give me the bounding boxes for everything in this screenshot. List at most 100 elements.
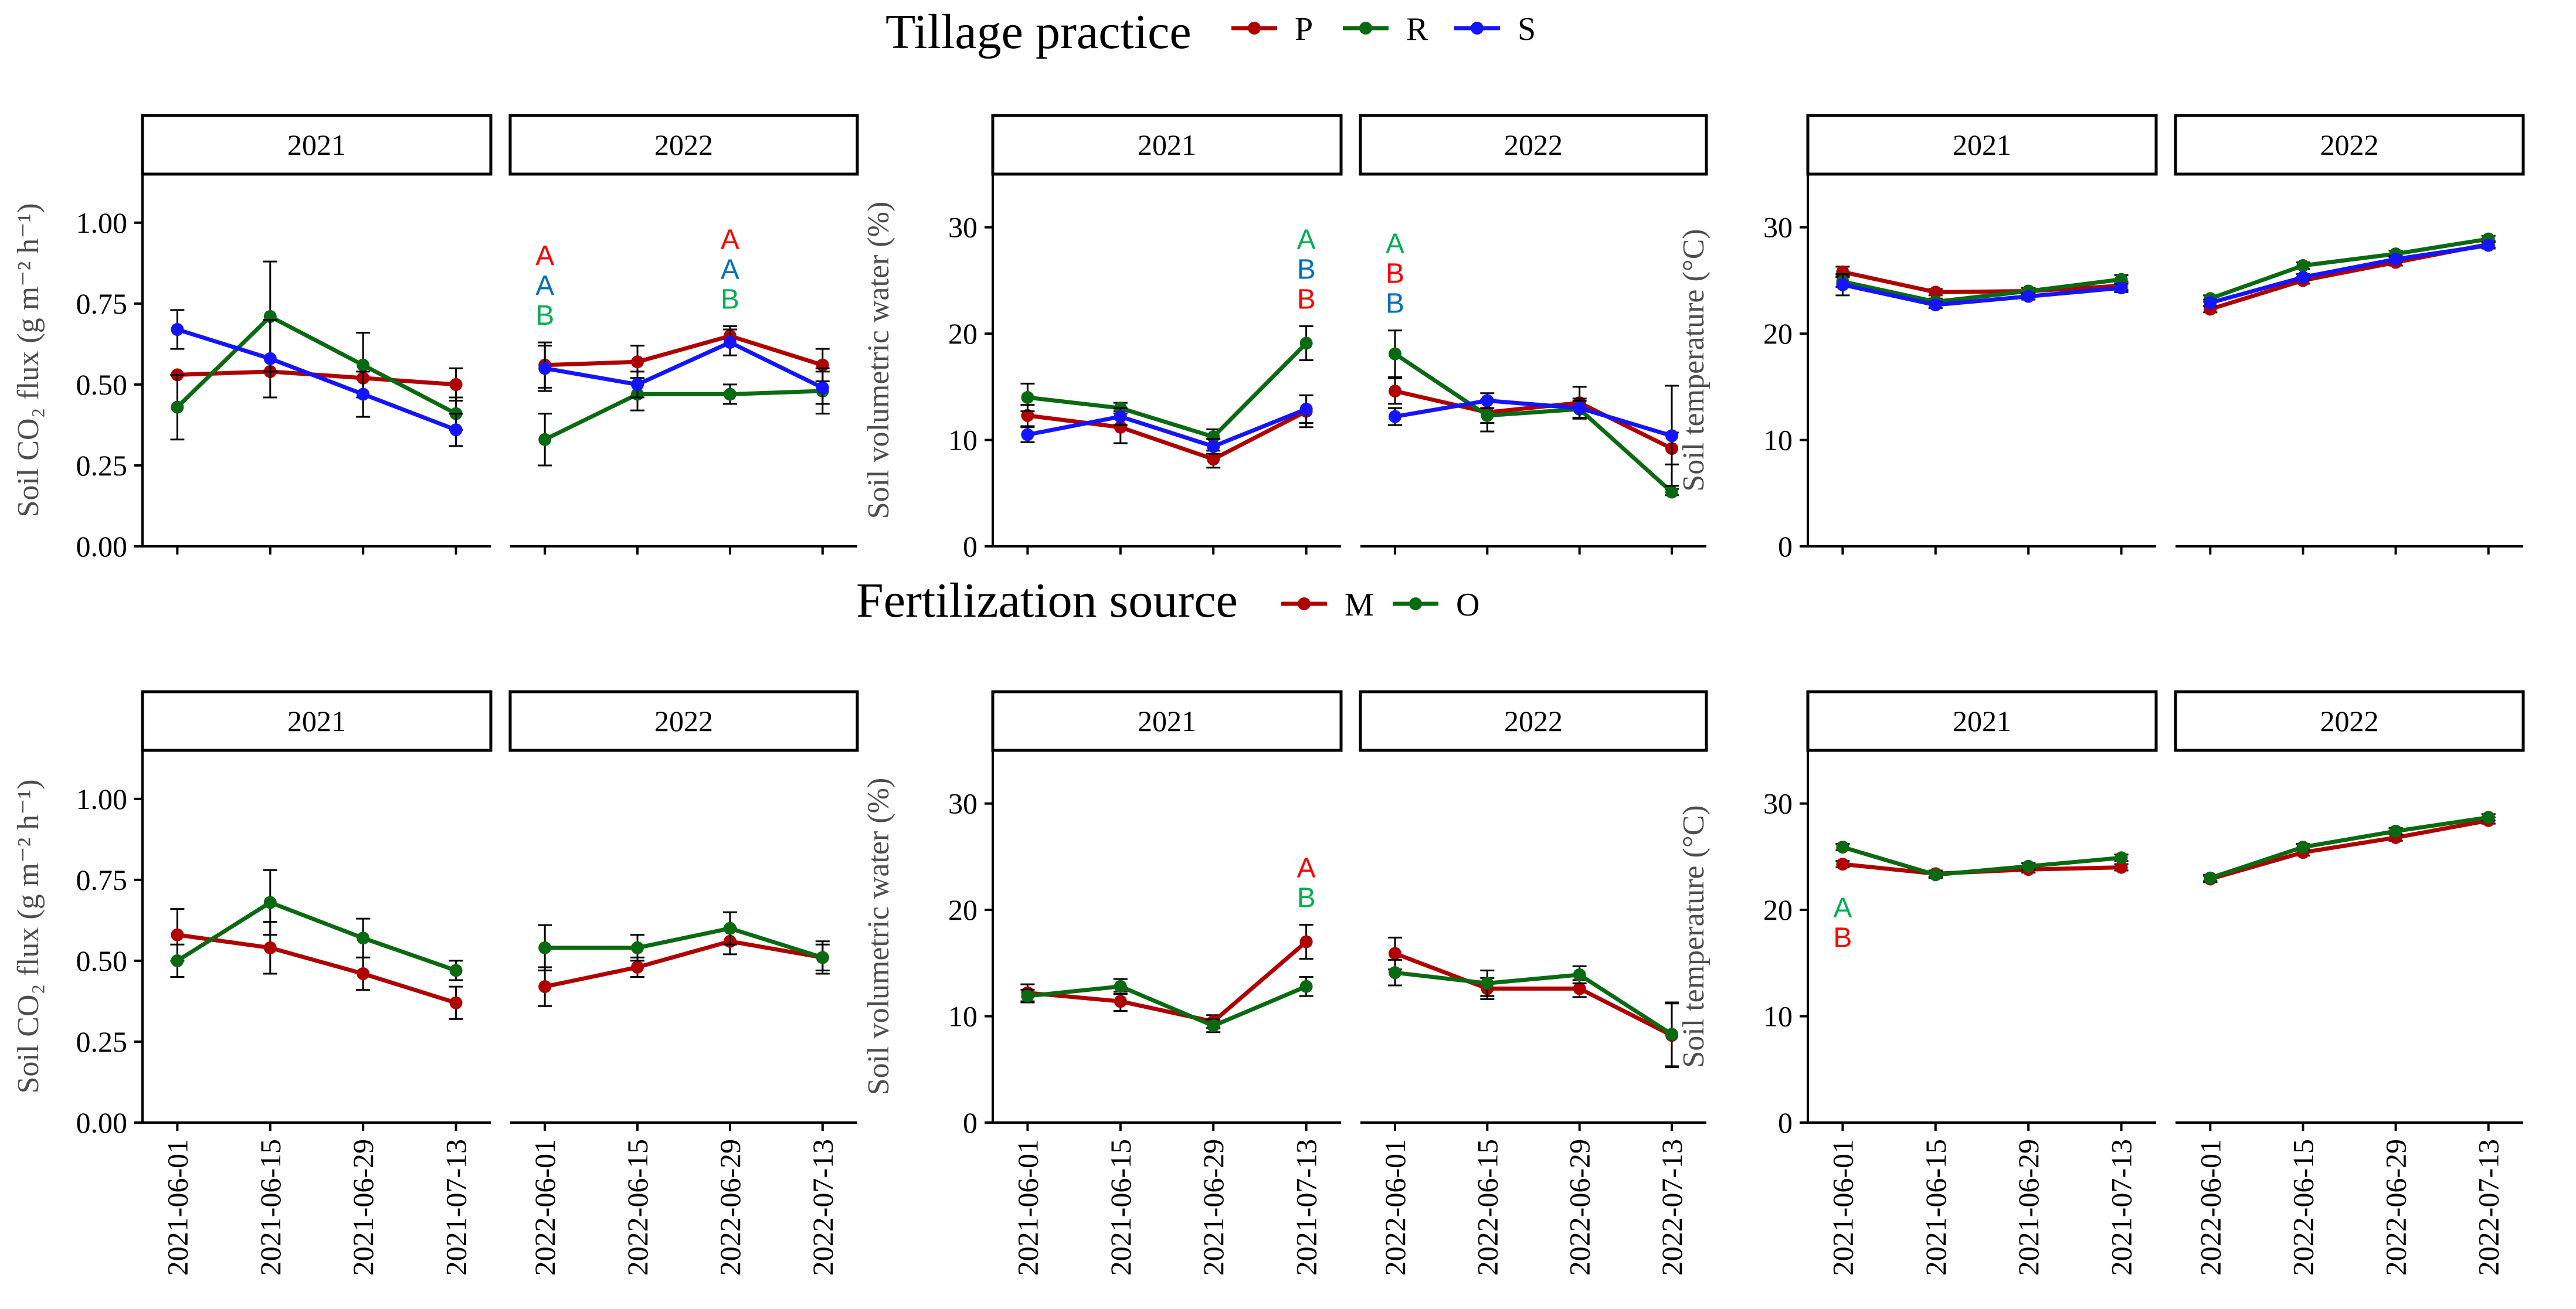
data-point-M — [1836, 858, 1849, 871]
data-point-O — [1207, 1019, 1220, 1032]
significance-letter: B — [1297, 883, 1316, 914]
data-point-S — [1929, 298, 1942, 312]
y-axis-title: Soil temperature (°C) — [1677, 229, 1710, 491]
legend-key-point-O — [1409, 597, 1422, 610]
legend-key-point-R — [1359, 22, 1372, 35]
y-tick-label: 10 — [1763, 424, 1793, 457]
x-tick-label: 2022-06-15 — [2286, 1139, 2319, 1276]
series-line-S — [177, 327, 457, 432]
data-point-P — [1207, 453, 1220, 466]
facet-2022: 2022 2022-06-01 2022-06-15 2022-06-29 2022-0… — [2174, 690, 2525, 1276]
data-point-S — [1665, 429, 1678, 443]
data-point-S — [1207, 440, 1220, 453]
series-line-R — [544, 389, 823, 441]
data-point-M — [538, 980, 552, 994]
series-O — [1835, 841, 2129, 882]
series-line-S — [1394, 398, 1673, 438]
data-point-P — [1929, 285, 1942, 299]
facet-2021: 2021 — [141, 114, 493, 555]
x-tick-label: 2021-06-01 — [161, 1139, 194, 1276]
data-point-O — [1481, 977, 1494, 990]
series-line-O — [1027, 984, 1307, 1028]
series-line-S — [544, 340, 824, 390]
facet-strip-label: 2021 — [1138, 705, 1196, 737]
facet-strip-box — [508, 114, 859, 176]
data-point-M — [171, 928, 184, 941]
data-point-S — [1573, 402, 1586, 415]
chart-fert-co2: Soil CO₂ flux (g m⁻² h⁻¹) 0.00 0.25 0.50 0.7… — [12, 690, 859, 1276]
series-M — [1020, 924, 1314, 1029]
data-point-S — [1299, 402, 1313, 416]
data-point-S — [1836, 278, 1849, 291]
significance-letter: A — [721, 254, 739, 285]
data-point-S — [631, 378, 644, 391]
data-point-O — [816, 951, 829, 964]
x-tick-label: 2022-06-01 — [528, 1139, 561, 1276]
series-O — [170, 869, 463, 981]
chart-fert-temp: Soil temperature (°C) 0 10 20 30 2021 2021-06-… — [1677, 690, 2525, 1276]
series-line-P — [2210, 242, 2489, 311]
y-tick-label: 0.25 — [76, 1025, 128, 1058]
y-tick-label: 1.00 — [76, 206, 128, 239]
data-point-R — [357, 358, 370, 372]
series-line-S — [2210, 243, 2489, 305]
data-point-R — [1481, 409, 1494, 422]
data-point-O — [171, 954, 184, 967]
series-M — [1388, 936, 1679, 1069]
facet-2021: 2021 2021-06-01 2021-06-15 2021-06-29 2021-0… — [991, 690, 1343, 1276]
significance-letter: A — [535, 240, 554, 271]
significance-letters: ABB — [1386, 229, 1404, 319]
facet-strip-label: 2021 — [287, 128, 346, 161]
legend-key-point-S — [1471, 22, 1484, 35]
data-point-P — [1021, 409, 1034, 422]
series-line-O — [1394, 970, 1673, 1036]
x-tick-label: 2021-06-29 — [2012, 1139, 2045, 1276]
series-P — [538, 325, 830, 389]
x-tick-label: 2021-06-29 — [1197, 1139, 1230, 1276]
data-point-S — [723, 336, 737, 349]
significance-letter: B — [1833, 923, 1852, 954]
significance-letter: B — [1297, 284, 1316, 315]
x-tick-label: 2022-06-29 — [1563, 1139, 1596, 1276]
series-S — [1020, 394, 1314, 455]
data-point-R — [1021, 391, 1034, 404]
data-point-O — [1836, 841, 1849, 854]
significance-letter: B — [1297, 254, 1316, 285]
facet-2021: 2021 2021-06-01 2021-06-15 2021-06-29 2021-0… — [141, 690, 493, 1276]
data-point-O — [1573, 968, 1586, 981]
legend-key-label-M: M — [1345, 587, 1374, 623]
chart-tillage-temp: Soil temperature (°C) 0 10 20 30 2021 2022 — [1677, 114, 2525, 563]
legend-key-point-P — [1248, 22, 1261, 35]
data-point-M — [1389, 947, 1401, 960]
series-line-M — [2210, 818, 2489, 881]
series-line-O — [1842, 845, 2122, 877]
data-point-R — [1665, 485, 1678, 499]
data-point-O — [1665, 1028, 1678, 1041]
data-point-O — [1299, 980, 1313, 993]
y-tick-label: 30 — [948, 211, 978, 244]
data-point-S — [2115, 281, 2128, 295]
data-point-O — [2022, 859, 2035, 873]
series-line-R — [1394, 352, 1674, 494]
significance-letter: A — [535, 270, 554, 301]
data-point-S — [1021, 428, 1034, 441]
legend-key-label-O: O — [1456, 587, 1479, 623]
facet-strip-box — [991, 690, 1343, 752]
x-tick-label: 2021-06-29 — [347, 1139, 379, 1276]
series-S — [170, 309, 463, 447]
y-tick-label: 30 — [1763, 211, 1793, 244]
significance-letter: A — [1833, 893, 1852, 924]
series-P — [1388, 377, 1679, 465]
series-line-S — [1027, 407, 1307, 448]
data-point-R — [1299, 336, 1313, 350]
series-line-P — [545, 334, 823, 368]
y-axis-title: Soil volumetric water (%) — [862, 202, 895, 519]
series-line-M — [544, 939, 823, 989]
data-point-S — [449, 423, 463, 437]
significance-letter: B — [721, 284, 739, 315]
